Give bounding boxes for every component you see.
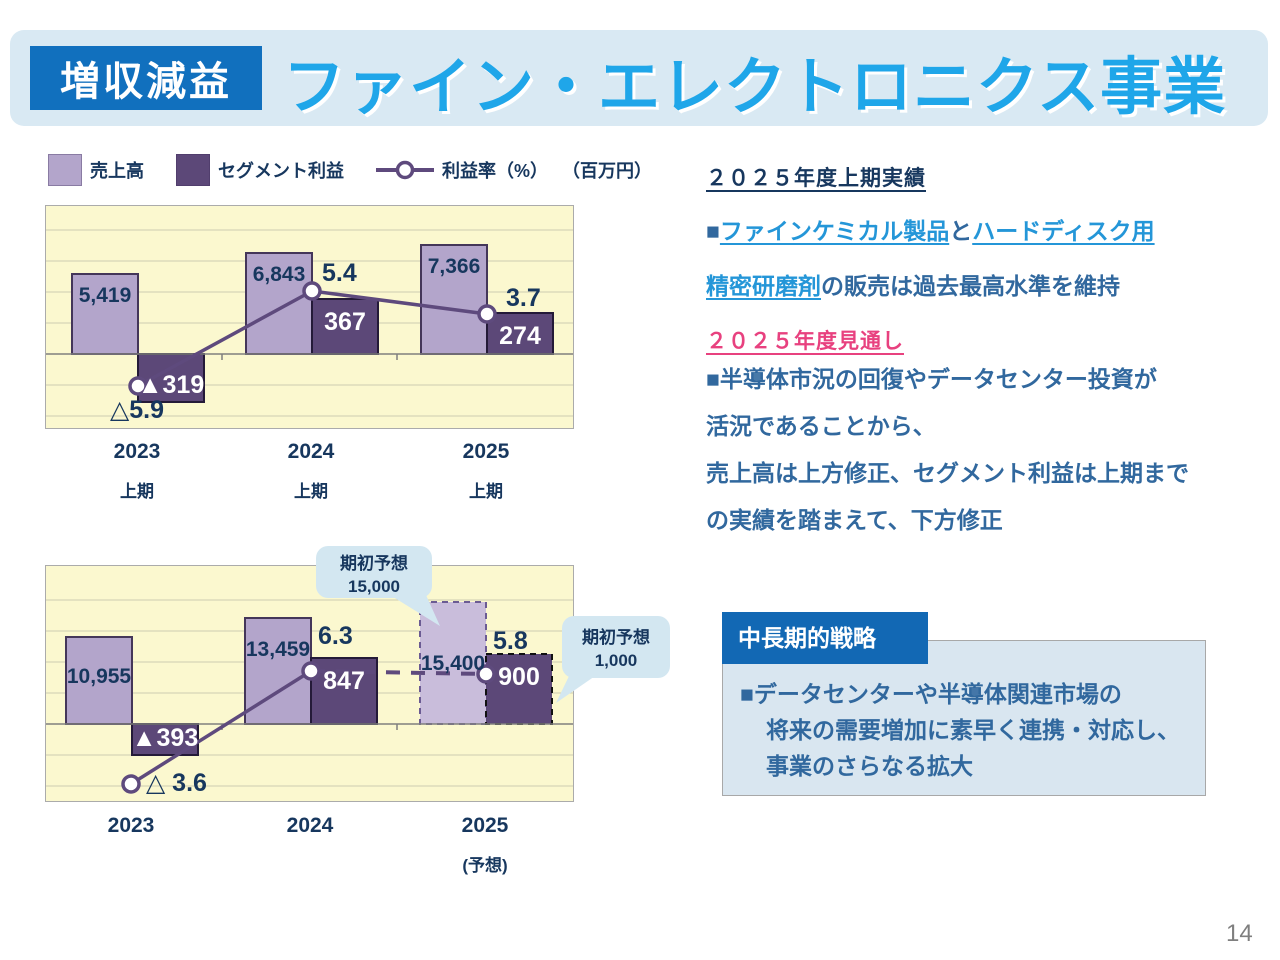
rate-line-marker-icon <box>376 160 434 180</box>
sales-bar <box>65 636 133 725</box>
data-label: 6.3 <box>318 622 353 650</box>
rate-marker <box>128 376 148 396</box>
full-year-chart-plot: 10,955 13,459 15,400 ▲393 847 900 △ 3.6 6.3 5.8 <box>46 599 573 797</box>
data-label: △ 3.6 <box>146 769 207 797</box>
strategy-header: 中長期的戦略 <box>722 612 928 664</box>
callout-value: 1,000 <box>594 650 638 670</box>
product-link[interactable]: ハードディスク用 <box>972 218 1155 244</box>
x-axis-year: 2025 <box>462 440 510 463</box>
strategy-text: ■データセンターや半導体関連市場の将来の需要増加に素早く連携・対応し、 事業のさら… <box>740 676 1200 784</box>
outlook-paragraph: ■半導体市況の回復やデータセンター投資が 活況であることから、売上高は上方修正、セ… <box>706 356 1266 544</box>
callout-label: 期初予想 <box>340 554 408 573</box>
data-label: 13,459 <box>246 638 310 661</box>
data-label: 5.8 <box>493 627 528 655</box>
outlook-line: 売上高は上方修正、セグメント利益は上期まで <box>706 460 1189 486</box>
callout-tail <box>390 595 440 626</box>
profit-bar <box>311 298 379 355</box>
forecast-callout-profit: 期初予想 1,000 <box>562 616 670 678</box>
data-label: ▲393 <box>132 724 198 752</box>
half-year-chart-plot: 5,419 6,843 7,366 ▲319 367 274 △5.9 5.4 3.7 <box>46 229 573 424</box>
full-year-chart: 10,955 13,459 15,400 ▲393 847 900 △ 3.6 6.3 5.8 <box>45 565 574 802</box>
forecast-callout-sales: 期初予想 15,000 <box>316 546 432 598</box>
x-axis-label: 2025 上期 <box>463 440 510 502</box>
results-text: の販売は過去最高水準を維持 <box>821 273 1120 299</box>
profit-bar <box>486 312 554 355</box>
page-number: 14 <box>1226 920 1253 947</box>
status-badge: 増収減益 <box>30 46 262 110</box>
sales-bar <box>71 273 139 355</box>
data-label: 6,843 <box>253 263 306 286</box>
rate-legend-label: 利益率（%） <box>442 161 549 181</box>
x-axis-label: 2024 上期 <box>288 440 335 502</box>
data-label: 900 <box>498 663 540 691</box>
x-axis-label: 2025 (予想) <box>462 814 509 876</box>
outlook-line: ■半導体市況の回復やデータセンター投資が <box>706 366 1157 392</box>
product-link[interactable]: 精密研磨剤 <box>706 273 821 299</box>
sales-bar <box>419 601 487 725</box>
callout-tail <box>556 674 598 703</box>
outlook-heading: ２０２５年度見通し <box>706 330 904 353</box>
data-label: ▲319 <box>138 371 204 399</box>
results-paragraph: ■ファインケミカル製品とハードディスク用精密研磨剤の販売は過去最高水準を維持 <box>706 204 1266 314</box>
chart-legend: 売上高 セグメント利益 利益率（%） （百万円） <box>48 153 652 187</box>
x-axis-label: 2024 <box>287 814 334 838</box>
x-axis-sub: 上期 <box>120 482 154 501</box>
profit-bar <box>310 657 378 725</box>
half-year-chart: 5,419 6,843 7,366 ▲319 367 274 △5.9 5.4 3.7 <box>45 205 574 429</box>
product-link[interactable]: ファインケミカル製品 <box>719 218 950 244</box>
rate-marker <box>301 661 321 681</box>
outlook-line: 活況であることから、 <box>706 413 936 439</box>
results-heading: ２０２５年度上期実績 <box>706 167 926 190</box>
data-label: 367 <box>324 308 366 336</box>
strategy-line: 事業のさらなる拡大 <box>766 753 973 779</box>
data-label: 7,366 <box>428 255 481 278</box>
outlook-line: の実績を踏まえて、下方修正 <box>706 507 1003 533</box>
x-axis-label: 2023 <box>108 814 155 838</box>
rate-marker <box>121 774 141 794</box>
rate-line <box>130 669 312 786</box>
data-label: 274 <box>499 322 541 350</box>
data-label: 15,400 <box>421 652 485 675</box>
data-label: 10,955 <box>67 665 132 688</box>
x-axis-year: 2023 <box>107 814 155 837</box>
x-axis-label: 2023 上期 <box>114 440 161 502</box>
profit-legend-label: セグメント利益 <box>218 161 344 181</box>
data-label: △5.9 <box>110 396 164 424</box>
strategy-box <box>722 640 1206 796</box>
page-title: ファイン・エレクトロニクス事業 <box>283 53 1227 122</box>
sales-legend-label: 売上高 <box>90 161 144 181</box>
strategy-line: 将来の需要増加に素早く連携・対応し、 <box>766 717 1180 743</box>
rate-line-forecast <box>310 669 487 676</box>
data-label: 3.7 <box>506 284 541 312</box>
rate-marker <box>302 281 322 301</box>
sales-swatch <box>48 154 82 186</box>
data-label: 847 <box>323 667 365 695</box>
strategy-line: ■データセンターや半導体関連市場の <box>740 681 1122 707</box>
data-label: 5.4 <box>322 259 357 287</box>
results-text: と <box>949 218 973 244</box>
profit-bar <box>485 653 553 725</box>
rate-marker <box>476 664 496 684</box>
x-axis-year: 2023 <box>113 440 161 463</box>
x-axis-year: 2024 <box>286 814 334 837</box>
x-axis-sub: (予想) <box>462 856 508 875</box>
profit-swatch <box>176 154 210 186</box>
x-axis-sub: 上期 <box>294 482 328 501</box>
unit-label: （百万円） <box>562 161 653 181</box>
rate-marker <box>477 304 497 324</box>
results-text: ■ <box>706 218 720 244</box>
x-axis-sub: 上期 <box>469 482 503 501</box>
x-axis-year: 2025 <box>461 814 509 837</box>
sales-bar <box>245 252 313 355</box>
callout-value: 15,000 <box>348 576 400 596</box>
x-axis-year: 2024 <box>287 440 335 463</box>
data-label: 5,419 <box>79 284 132 307</box>
callout-label: 期初予想 <box>582 628 650 647</box>
